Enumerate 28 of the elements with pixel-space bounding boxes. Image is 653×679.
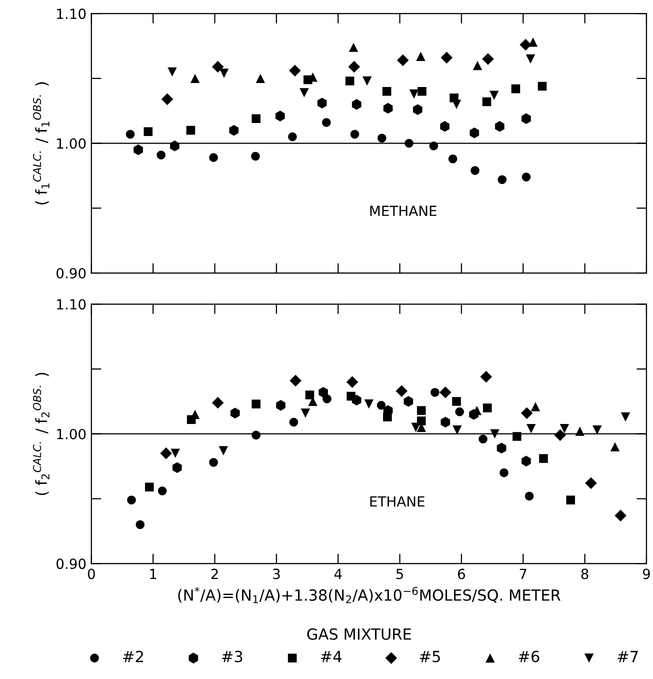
x-tick-label: 7: [520, 568, 526, 579]
x-tick-label: 4: [334, 568, 342, 579]
y-axis-title: ( f$_{2}$$^{CALC.}$ / f$_{2}$$^{OBS.}$ ): [33, 372, 50, 496]
y-tick-label: 0.90: [56, 558, 86, 570]
legend-label: #3: [222, 650, 242, 662]
legend-label: #5: [420, 650, 440, 662]
x-tick-label: 1: [150, 568, 156, 579]
x-tick-label: 5: [396, 568, 403, 580]
y-tick-label: 0.90: [56, 268, 86, 278]
x-tick-label: 2: [211, 568, 218, 579]
y-axis-title: ( f$_{1}$$^{CALC.}$ / f$_{1}$$^{OBS.}$ ): [33, 82, 50, 204]
legend-label: #2: [123, 650, 143, 662]
x-tick-label: 3: [273, 568, 280, 580]
text: (N$^{*}$/A)=(N$_{1}$/A)+1.38(N$_{2}$/A)x10$^{−6}$MOLES/SQ. METER: [178, 586, 560, 604]
y-tick-label: 1.00: [57, 428, 86, 440]
x-tick-label: 6: [458, 568, 465, 580]
x-tick-label: 0: [88, 568, 95, 580]
y-tick-label: 1.00: [57, 138, 86, 149]
legend-label: #4: [321, 650, 342, 662]
x-tick-label: 8: [581, 568, 588, 580]
x-tick-label: 9: [642, 568, 650, 580]
annotation: METHANE: [370, 206, 436, 216]
annotation: ETHANE: [370, 496, 424, 506]
legend-title: GAS MIXTURE: [307, 628, 411, 640]
legend-label: #7: [618, 650, 638, 662]
legend-label: #6: [518, 650, 540, 662]
y-tick-label: 1.10: [57, 8, 86, 20]
y-tick-label: 1.10: [57, 299, 86, 310]
